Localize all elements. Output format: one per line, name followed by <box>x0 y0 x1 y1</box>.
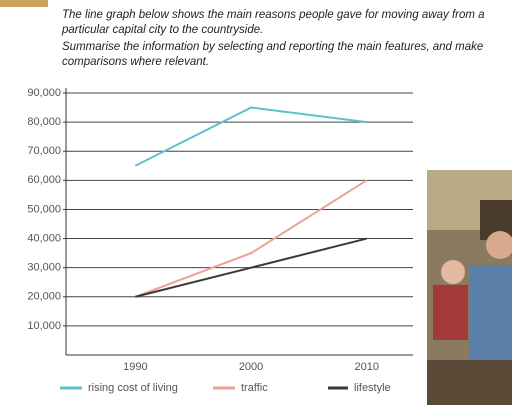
y-tick-label: 10,000 <box>27 320 61 332</box>
task-line: The line graph below shows the main reas… <box>62 9 485 21</box>
y-tick-label: 40,000 <box>27 232 61 244</box>
series-line <box>135 237 367 298</box>
legend-label: traffic <box>241 382 268 394</box>
task-line: comparisons where relevant. <box>62 56 210 68</box>
legend-label: lifestyle <box>354 382 391 394</box>
task-text: The line graph below shows the main reas… <box>62 8 502 70</box>
legend-label: rising cost of living <box>88 382 178 394</box>
x-tick-label: 2010 <box>354 361 378 373</box>
task-line: particular capital city to the countrysi… <box>62 24 264 36</box>
y-tick-label: 80,000 <box>27 116 61 128</box>
y-tick-label: 90,000 <box>27 87 61 99</box>
photo <box>427 170 512 405</box>
series-line <box>135 179 368 298</box>
series-line <box>134 106 367 167</box>
y-tick-label: 50,000 <box>27 203 61 215</box>
badge <box>0 0 48 7</box>
y-tick-label: 70,000 <box>27 145 61 157</box>
task-line: Summarise the information by selecting a… <box>62 41 484 53</box>
y-tick-label: 30,000 <box>27 262 61 274</box>
x-tick-label: 1990 <box>123 361 147 373</box>
x-tick-label: 2000 <box>239 361 263 373</box>
y-tick-label: 20,000 <box>27 291 61 303</box>
y-tick-label: 60,000 <box>27 174 61 186</box>
